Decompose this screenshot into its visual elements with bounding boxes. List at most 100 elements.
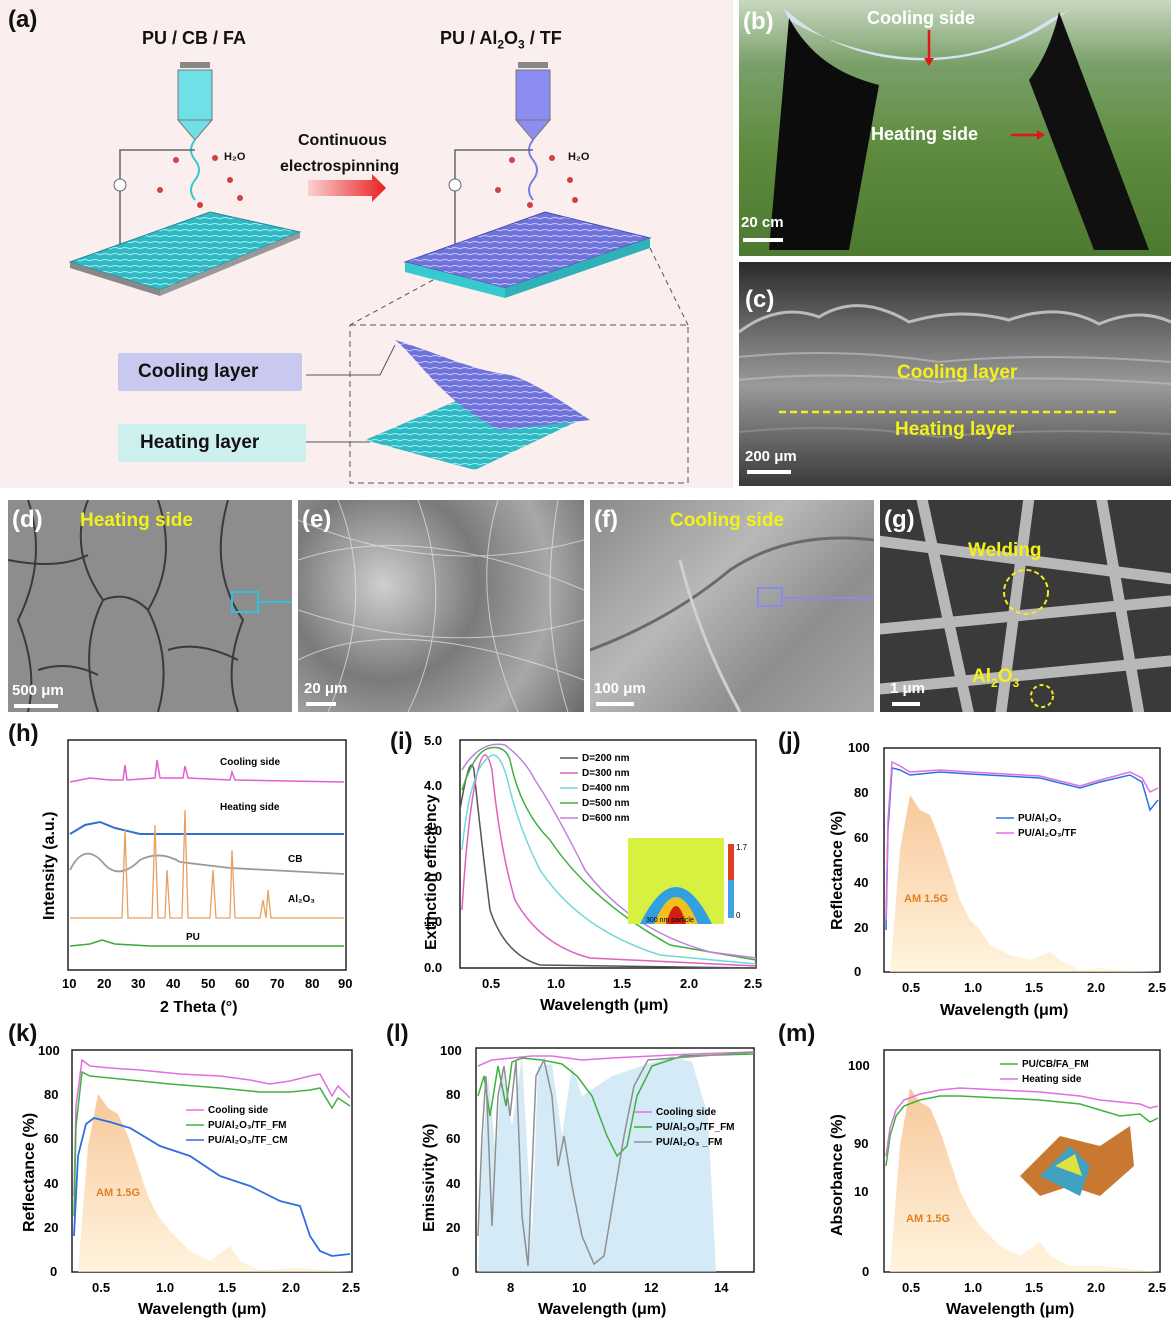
panel-d-sem: (d) Heating side 500 μm bbox=[8, 500, 292, 712]
svg-text:2.5: 2.5 bbox=[744, 976, 762, 991]
chart-l-yticks: 0 20 40 60 80 100 bbox=[440, 1043, 462, 1279]
svg-text:14: 14 bbox=[714, 1280, 729, 1295]
panel-f-scalebar bbox=[596, 702, 634, 706]
panel-f-title: Cooling side bbox=[670, 510, 784, 531]
svg-text:80: 80 bbox=[854, 785, 868, 800]
legend-i-d500: D=500 nm bbox=[582, 798, 630, 809]
inset-max: 1.7 bbox=[736, 843, 748, 852]
legend-i-d600: D=600 nm bbox=[582, 813, 630, 824]
series-h-al2o3 bbox=[70, 809, 344, 919]
svg-text:80: 80 bbox=[44, 1087, 58, 1102]
svg-text:8: 8 bbox=[507, 1280, 514, 1295]
syringe-right-icon bbox=[514, 62, 552, 201]
panel-c-scale-label: 200 μm bbox=[745, 448, 797, 465]
chart-i-frame bbox=[459, 739, 757, 969]
series-m-pu-cb-fa bbox=[885, 1095, 1159, 1167]
legend-j-1: PU/Al₂O₃ bbox=[1018, 813, 1062, 824]
svg-text:80: 80 bbox=[305, 976, 319, 991]
panel-g-welding: Welding bbox=[968, 540, 1042, 561]
panel-j-label: (j) bbox=[778, 728, 801, 755]
series-l-al2o3-fm bbox=[477, 1051, 755, 1267]
chart-i-ylabel: Extinction efficiency bbox=[423, 794, 440, 950]
panel-d-scale-label: 500 μm bbox=[12, 682, 64, 699]
water-label-left: H₂O bbox=[224, 151, 246, 163]
panel-e-fibers bbox=[298, 500, 584, 712]
arrow-text-continuous: Continuous bbox=[298, 132, 387, 149]
svg-text:1.5: 1.5 bbox=[613, 976, 631, 991]
chart-m-inset-3d bbox=[1020, 1126, 1134, 1196]
series-h-cb bbox=[69, 852, 345, 875]
chart-l-legend: Cooling side PU/Al₂O₃/TF_FM PU/Al₂O₃ _FM bbox=[634, 1107, 735, 1148]
inset-min: 0 bbox=[736, 911, 741, 920]
chart-m-legend: PU/CB/FA_FM Heating side bbox=[1000, 1059, 1089, 1085]
legend-h-cb: CB bbox=[288, 854, 302, 865]
chart-m-xticks: 0.5 1.0 1.5 2.0 2.5 bbox=[902, 1280, 1166, 1295]
panel-f-label: (f) bbox=[594, 506, 618, 533]
chart-m-yticks: 0 10 90 100 bbox=[848, 1058, 870, 1279]
svg-text:0: 0 bbox=[50, 1264, 57, 1279]
svg-text:2.0: 2.0 bbox=[1087, 980, 1105, 995]
series-i-d400 bbox=[461, 754, 757, 965]
inset-caption: 300 nm particle bbox=[646, 917, 694, 924]
series-h-heating bbox=[69, 820, 344, 835]
chart-i-inset: 1.7 0 300 nm particle bbox=[628, 838, 748, 924]
series-l-tf-fm bbox=[477, 1053, 755, 1158]
svg-text:100: 100 bbox=[848, 1058, 870, 1073]
svg-text:12: 12 bbox=[644, 1280, 658, 1295]
legend-h-cooling: Cooling side bbox=[220, 757, 280, 768]
series-h-cooling bbox=[69, 759, 345, 783]
zoom-box bbox=[349, 324, 689, 484]
svg-text:40: 40 bbox=[166, 976, 180, 991]
chart-k-xticks: 0.5 1.0 1.5 2.0 2.5 bbox=[92, 1280, 360, 1295]
svg-text:0.5: 0.5 bbox=[92, 1280, 110, 1295]
svg-text:10: 10 bbox=[854, 1184, 868, 1199]
svg-text:0: 0 bbox=[452, 1264, 459, 1279]
chart-l-xticks: 8 10 12 14 bbox=[507, 1280, 729, 1295]
panel-k-label: (k) bbox=[8, 1020, 38, 1047]
panel-i-label: (i) bbox=[390, 728, 413, 755]
svg-text:1.5: 1.5 bbox=[1025, 1280, 1043, 1295]
chart-k-legend: Cooling side PU/Al₂O₃/TF_FM PU/Al₂O₃/TF_… bbox=[186, 1105, 288, 1146]
svg-text:10: 10 bbox=[62, 976, 76, 991]
svg-text:40: 40 bbox=[44, 1176, 58, 1191]
chart-k-xlabel: Wavelength (μm) bbox=[138, 1301, 266, 1318]
series-i-d200 bbox=[459, 764, 757, 969]
am15g-label-m: AM 1.5G bbox=[906, 1213, 950, 1225]
am15g-m bbox=[890, 1088, 1160, 1272]
chart-i: D=200 nm D=300 nm D=400 nm D=500 nm D=60… bbox=[423, 733, 762, 1014]
am15g-j bbox=[890, 795, 1160, 972]
svg-text:1.0: 1.0 bbox=[964, 1280, 982, 1295]
panel-a-schematic bbox=[68, 62, 689, 484]
panel-a-label: (a) bbox=[8, 6, 38, 33]
legend-h-pu: PU bbox=[186, 932, 200, 943]
legend-h-heating: Heating side bbox=[220, 802, 280, 813]
panel-e-label: (e) bbox=[302, 506, 332, 533]
chart-j-xlabel: Wavelength (μm) bbox=[940, 1002, 1068, 1019]
chart-k-yticks: 0 20 40 60 80 100 bbox=[38, 1043, 60, 1279]
chart-j: PU/Al₂O₃ PU/Al₂O₃/TF AM 1.5G 0 20 40 60 80… bbox=[829, 740, 1166, 1019]
chart-h-frame bbox=[67, 739, 347, 971]
legend-j-2: PU/Al₂O₃/TF bbox=[1018, 828, 1077, 839]
panel-b-heating-side: Heating side bbox=[871, 124, 979, 144]
panel-g-scalebar bbox=[892, 702, 920, 706]
svg-text:100: 100 bbox=[38, 1043, 60, 1058]
panel-h-label: (h) bbox=[8, 720, 39, 747]
chart-k: Cooling side PU/Al₂O₃/TF_FM PU/Al₂O₃/TF_… bbox=[21, 1043, 360, 1318]
panel-a-right-title: PU / Al2O3 / TF bbox=[440, 28, 562, 52]
svg-text:1.0: 1.0 bbox=[964, 980, 982, 995]
svg-text:100: 100 bbox=[848, 740, 870, 755]
chart-l-ylabel: Emissivity (%) bbox=[421, 1124, 438, 1232]
svg-text:0: 0 bbox=[862, 1264, 869, 1279]
legend-k-3: PU/Al₂O₃/TF_CM bbox=[208, 1135, 288, 1146]
svg-text:0.5: 0.5 bbox=[482, 976, 500, 991]
panel-g-al2o3: Al2O3 bbox=[972, 666, 1020, 690]
chart-j-ylabel: Reflectance (%) bbox=[829, 811, 846, 930]
chart-i-legend: D=200 nm D=300 nm D=400 nm D=500 nm D=60… bbox=[560, 753, 630, 824]
svg-text:80: 80 bbox=[446, 1087, 460, 1102]
panel-f-sem: (f) Cooling side 100 μm bbox=[590, 500, 874, 712]
legend-l-3: PU/Al₂O₃ _FM bbox=[656, 1137, 722, 1148]
svg-text:40: 40 bbox=[854, 875, 868, 890]
chart-j-xticks: 0.5 1.0 1.5 2.0 2.5 bbox=[902, 980, 1166, 995]
chart-i-xticks: 0.5 1.0 1.5 2.0 2.5 bbox=[482, 976, 762, 991]
legend-m-2: Heating side bbox=[1022, 1074, 1082, 1085]
